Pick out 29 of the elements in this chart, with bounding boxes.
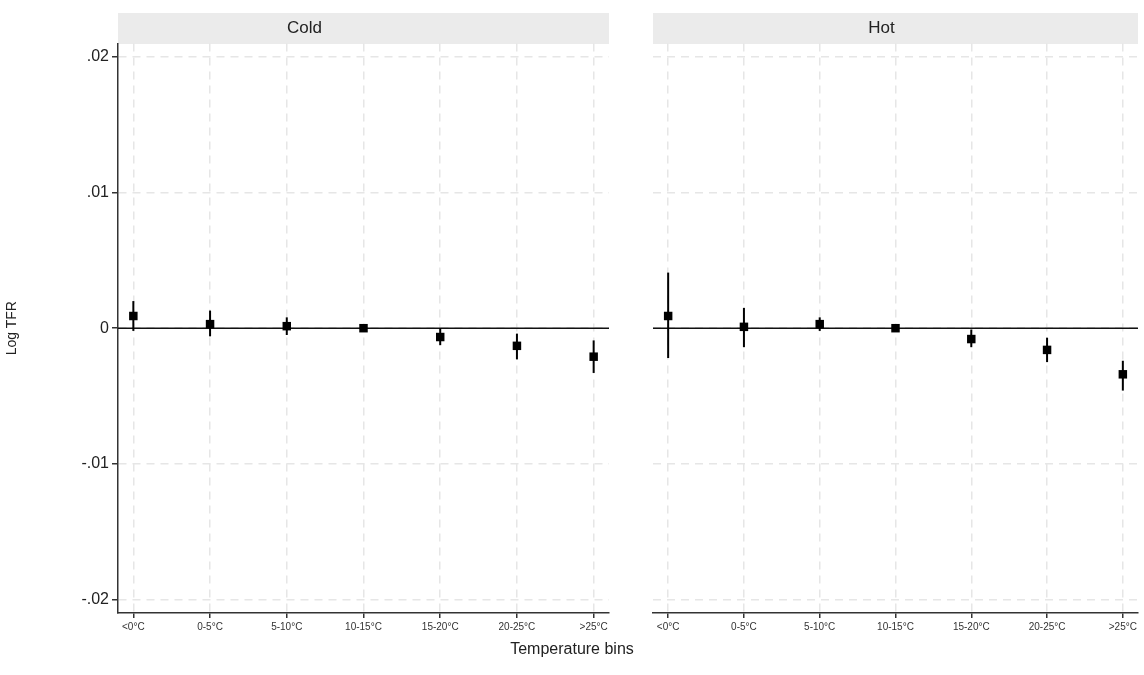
x-tick-label: <0°C: [122, 620, 145, 632]
x-tick-label: 20-25°C: [1028, 620, 1066, 632]
x-tick-label: 15-20°C: [952, 620, 990, 632]
x-tick-label: >25°C: [1108, 620, 1137, 632]
x-tick-label: 5-10°C: [804, 620, 836, 632]
point: [891, 323, 900, 333]
x-tick-label: <0°C: [656, 620, 680, 632]
point: [589, 352, 598, 361]
x-tick-label: 5-10°C: [271, 620, 303, 632]
point: [967, 334, 976, 344]
x-tick-label: 20-25°C: [498, 620, 536, 632]
point: [1118, 370, 1128, 379]
chart-title: Hot: [868, 17, 895, 37]
y-tick-label: .02: [86, 47, 110, 65]
x-axis-title: Temperature bins: [509, 640, 635, 658]
y-tick-label: .01: [86, 182, 110, 200]
y-axis-title: Log TFR: [3, 301, 20, 356]
y-tick-label: -.01: [81, 454, 110, 472]
x-tick-label: >25°C: [579, 620, 608, 632]
chart-title: Cold: [287, 17, 322, 37]
y-tick-label: 0: [100, 318, 110, 336]
point: [129, 311, 138, 321]
x-tick-label: 15-20°C: [421, 620, 459, 632]
x-tick-label: 0-5°C: [197, 620, 223, 632]
y-tick-label: -.02: [81, 589, 110, 607]
point: [359, 323, 368, 333]
x-tick-label: 10-15°C: [345, 620, 382, 632]
x-tick-label: 0-5°C: [731, 620, 757, 632]
x-tick-label: 10-15°C: [877, 620, 914, 632]
